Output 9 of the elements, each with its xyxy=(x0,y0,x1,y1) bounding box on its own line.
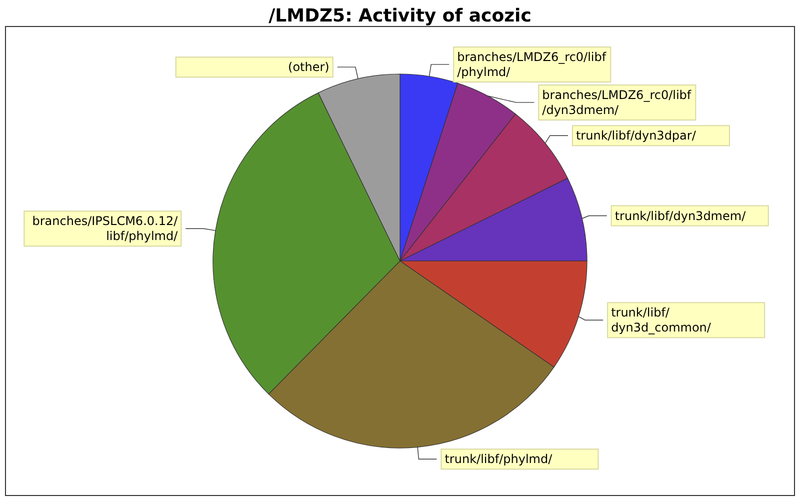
slice-label: trunk/libf/dyn3d_common/ xyxy=(611,306,712,335)
slice-label: branches/IPSLCM6.0.12/libf/phylmd/ xyxy=(32,214,179,244)
slice-label: branches/LMDZ6_rc0/libf/dyn3dmem/ xyxy=(542,88,692,117)
slice-label: branches/LMDZ6_rc0/libf/phylmd/ xyxy=(457,50,607,79)
slice-label: trunk/libf/dyn3dpar/ xyxy=(576,128,697,143)
chart-title: /LMDZ5: Activity of acozic xyxy=(268,6,532,26)
slice-label: trunk/libf/dyn3dmem/ xyxy=(614,208,747,223)
slice-label: (other) xyxy=(288,60,330,74)
slice-label: trunk/libf/phylmd/ xyxy=(444,452,554,466)
